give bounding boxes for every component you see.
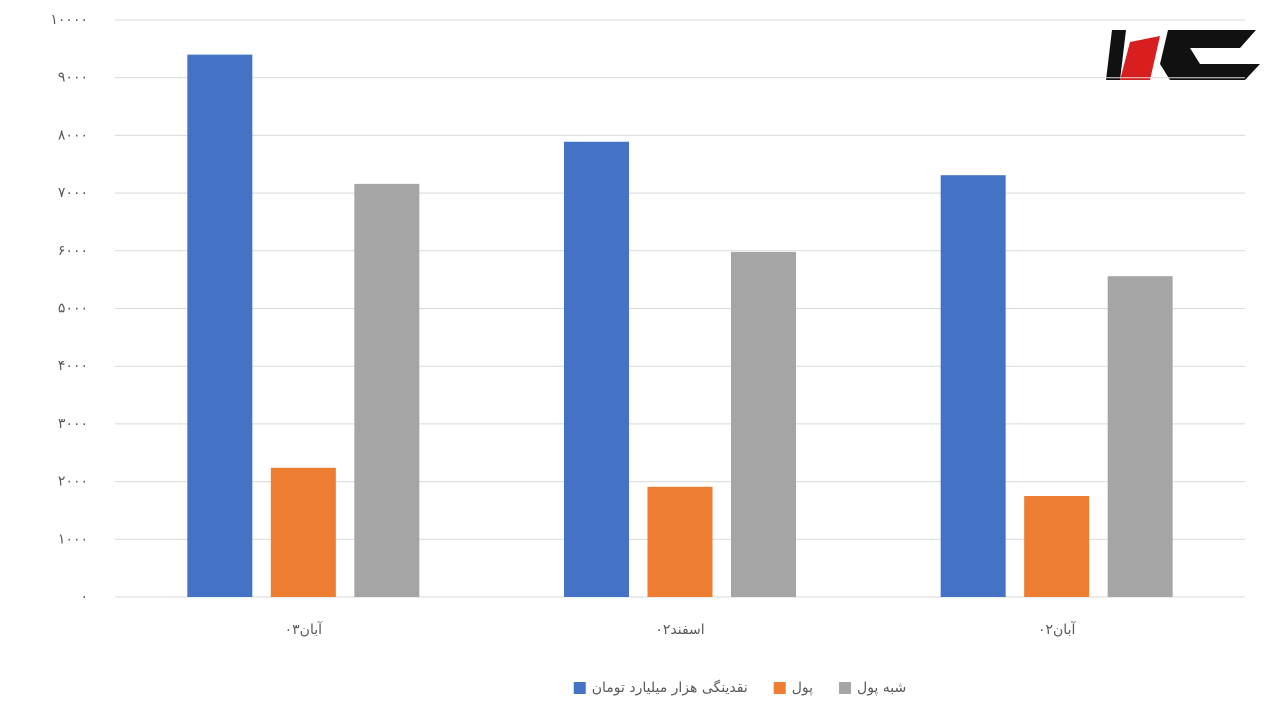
bar	[187, 54, 253, 598]
x-tick-label: آبان۰۳	[285, 621, 323, 638]
y-tick-label: ۰	[80, 589, 88, 605]
bar	[731, 251, 796, 598]
bar	[270, 467, 336, 597]
y-tick-label: ۲۰۰۰	[58, 474, 88, 490]
legend-swatch	[773, 682, 786, 694]
bar	[564, 141, 629, 597]
y-tick-label: ۹۰۰۰	[58, 70, 88, 86]
legend-swatch	[573, 682, 586, 694]
y-tick-label: ۸۰۰۰	[58, 127, 88, 143]
bar	[647, 486, 713, 597]
logo	[1106, 30, 1260, 80]
bar	[940, 175, 1006, 597]
bar	[1024, 496, 1090, 597]
x-tick-label: آبان۰۲	[1038, 621, 1076, 638]
y-tick-label: ۶۰۰۰	[58, 243, 88, 259]
legend-label: شبه پول	[857, 680, 906, 696]
bar	[354, 183, 420, 598]
y-tick-label: ۴۰۰۰	[58, 358, 88, 374]
y-tick-label: ۵۰۰۰	[58, 301, 88, 317]
y-tick-label: ۱۰۰۰۰	[50, 12, 88, 28]
x-tick-label: اسفند۰۲	[655, 622, 704, 638]
y-tick-label: ۳۰۰۰	[58, 416, 88, 432]
legend-label: پول	[792, 680, 813, 696]
y-tick-label: ۱۰۰۰	[58, 531, 88, 547]
bar	[1107, 276, 1173, 597]
y-tick-label: ۷۰۰۰	[58, 185, 88, 201]
legend-label: نقدینگی هزار میلیارد تومان	[592, 679, 748, 696]
legend-swatch	[839, 682, 852, 694]
